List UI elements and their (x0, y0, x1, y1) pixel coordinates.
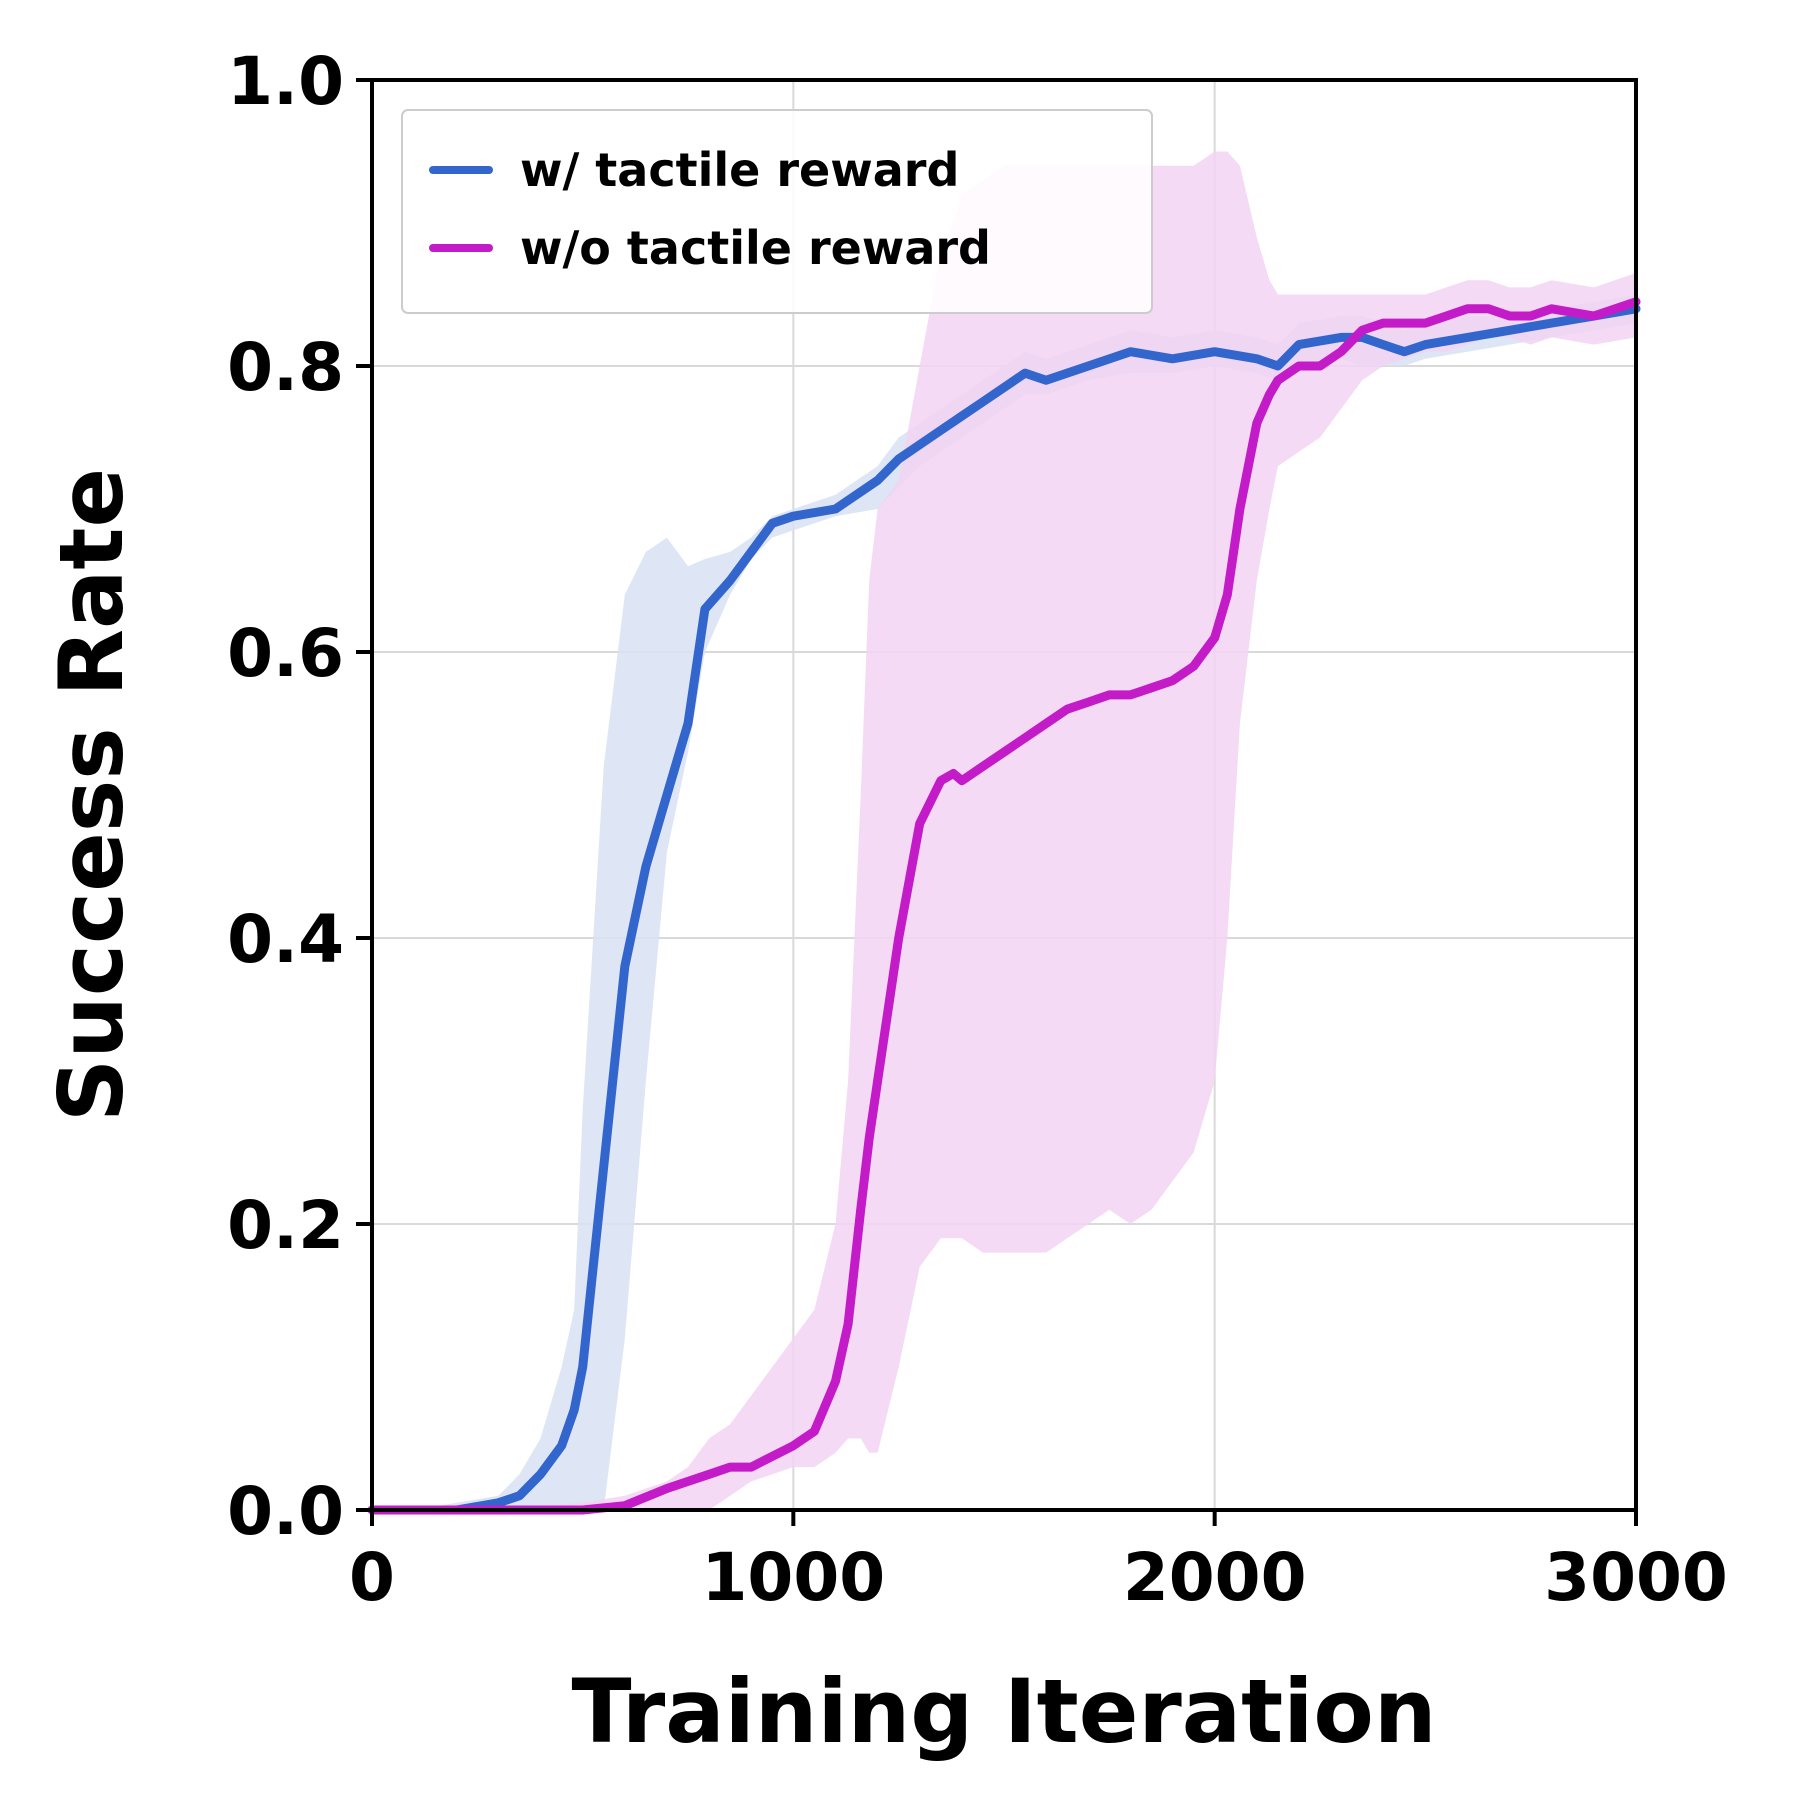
y-tick-labels: 0.0 0.2 0.4 0.6 0.8 1.0 (227, 43, 344, 1550)
legend: w/ tactile reward w/o tactile reward (401, 109, 1153, 314)
y-tick-label: 0.6 (227, 615, 344, 692)
x-tick-label: 0 (349, 1539, 395, 1616)
y-tick-label: 0.0 (227, 1473, 344, 1550)
y-tick-label: 0.8 (227, 329, 344, 406)
x-tick-label: 2000 (1123, 1539, 1307, 1616)
axis-ticks (356, 78, 1638, 1526)
x-tick-labels: 0 1000 2000 3000 (349, 1539, 1728, 1616)
confidence-bands (372, 151, 1636, 1510)
legend-box (401, 109, 1153, 314)
x-axis-label: Training Iteration (571, 1660, 1436, 1763)
plot-frame (370, 78, 1638, 1512)
y-tick-label: 0.2 (227, 1187, 344, 1264)
band-series-1 (372, 151, 1636, 1510)
legend-label-wo-tactile: w/o tactile reward (520, 221, 991, 275)
line-series-0 (367, 304, 1641, 1515)
y-axis-label: Success Rate (40, 468, 143, 1122)
band-series-0 (372, 294, 1636, 1510)
x-tick-label: 1000 (701, 1539, 885, 1616)
y-tick-label: 1.0 (227, 43, 344, 120)
series-lines (367, 297, 1641, 1515)
y-tick-label: 0.4 (227, 901, 344, 978)
x-tick-label: 3000 (1544, 1539, 1728, 1616)
legend-label-w-tactile: w/ tactile reward (520, 143, 959, 197)
line-series-1 (367, 297, 1641, 1515)
